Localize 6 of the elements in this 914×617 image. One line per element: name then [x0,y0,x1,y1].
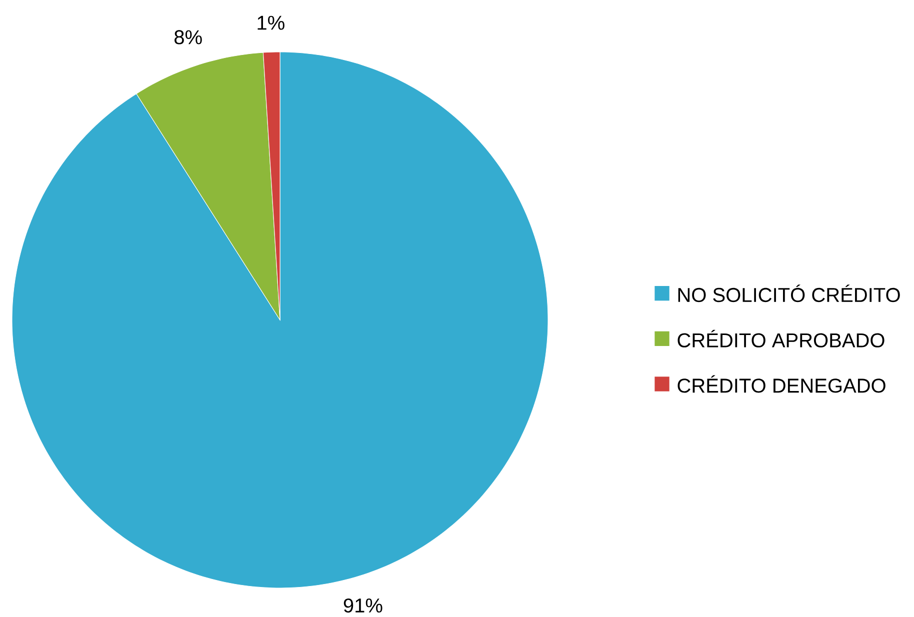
data-label: 8% [174,30,202,44]
legend-label: NO SOLICITÓ CRÉDITO [678,284,900,302]
data-label: 91% [344,598,382,613]
legend-label: CRÉDITO APROBADO [678,330,884,348]
legend-label: CRÉDITO DENEGADO [678,375,886,393]
data-label: 1% [258,16,284,30]
